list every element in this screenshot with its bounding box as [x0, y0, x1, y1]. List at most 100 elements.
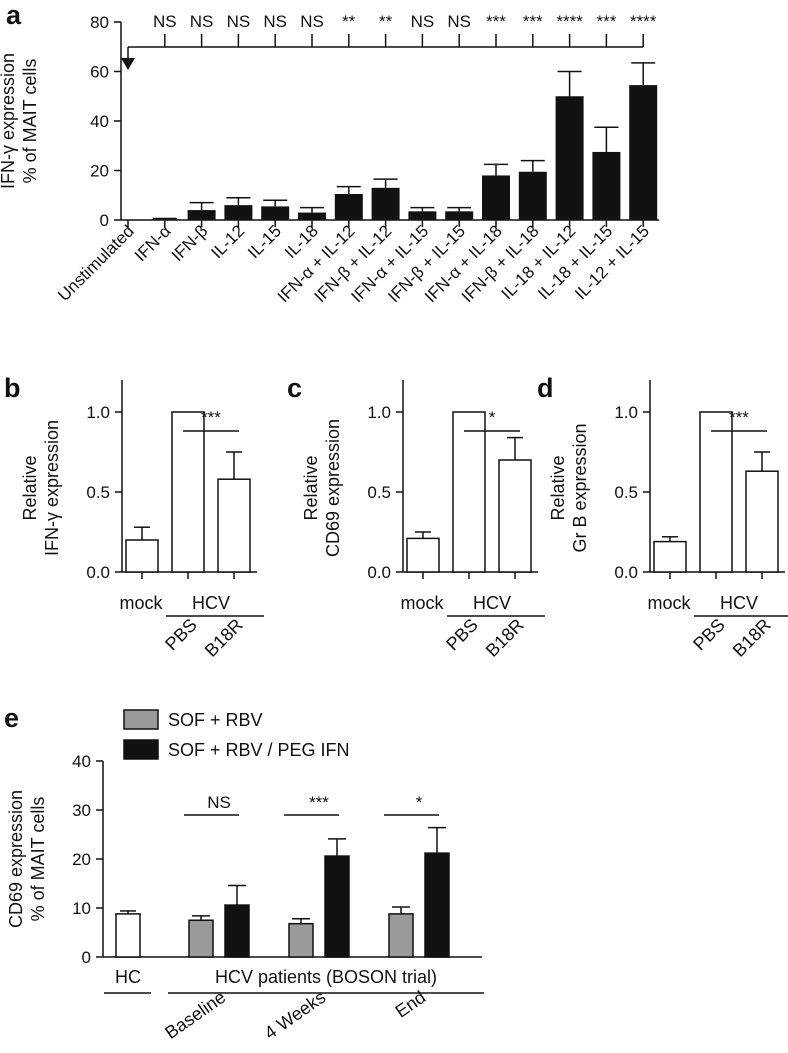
- panel-a-letter: a: [6, 0, 22, 30]
- panel-a-significance-label: ***: [596, 12, 616, 31]
- panel-e-letter: e: [4, 703, 19, 733]
- panel-c-y-label: Relative: [301, 455, 321, 520]
- panel-b-significance-label: ***: [201, 408, 221, 427]
- panel-a-significance-label: NS: [300, 12, 324, 31]
- panel-e-significance-label: *: [416, 793, 423, 812]
- panel-a-significance-label: NS: [190, 12, 214, 31]
- panel-a-y-tick-label: 0: [100, 211, 109, 230]
- panel-a-y-label: IFN-γ expression: [0, 53, 18, 189]
- panel-a-category-label: IFN-β: [168, 221, 212, 265]
- panel-e-y-label: CD69 expression: [6, 790, 26, 928]
- panel-e-legend-label: SOF + RBV: [168, 710, 263, 730]
- panel-d-y-label-2: Gr B expression: [570, 423, 590, 552]
- panel-e-patients-label: HCV patients (BOSON trial): [215, 967, 437, 987]
- panel-c-bar: [406, 537, 440, 573]
- panel-c-bar: [452, 411, 486, 573]
- panel-a-y-tick-label: 80: [90, 13, 109, 32]
- panel-d-category-label: mock: [647, 593, 691, 613]
- panel-e-bar: [388, 913, 414, 958]
- panel-e-bar: [424, 852, 450, 958]
- panel-e-y-tick-label: 40: [72, 752, 91, 771]
- panel-e-hc-label: HC: [115, 967, 141, 987]
- panel-e-bar: [188, 919, 214, 958]
- panel-a-bar: [518, 171, 547, 220]
- panel-a-significance-label: NS: [227, 12, 251, 31]
- panel-a-bar: [408, 211, 437, 220]
- panel-b-category-label: mock: [119, 593, 163, 613]
- panel-a-bar: [555, 96, 584, 220]
- panel-a-significance-label: ***: [523, 12, 543, 31]
- panel-d-bar: [745, 470, 779, 573]
- panel-d-y-label: Relative: [548, 455, 568, 520]
- panel-a-y-label-2: % of MAIT cells: [20, 59, 40, 184]
- panel-d-significance-label: ***: [729, 408, 749, 427]
- panel-a-bar: [629, 85, 658, 220]
- panel-c-y-tick-label: 1.0: [367, 403, 391, 422]
- panel-e-legend-label: SOF + RBV / PEG IFN: [168, 740, 350, 760]
- panel-b-y-tick-label: 1.0: [86, 403, 110, 422]
- panel-d-group-label: HCV: [720, 593, 758, 613]
- panel-e-bar: [324, 855, 350, 958]
- panel-a-bar: [150, 219, 179, 220]
- panel-e-y-tick-label: 0: [82, 948, 91, 967]
- panel-a-significance-label: NS: [263, 12, 287, 31]
- panel-a-y-tick-label: 60: [90, 63, 109, 82]
- panel-c-significance-label: *: [489, 408, 496, 427]
- panel-b-bar: [217, 478, 251, 573]
- panel-a-bar: [298, 212, 326, 220]
- panel-d-y-tick-label: 0.0: [614, 563, 638, 582]
- panel-a-category-label: IFN-α: [131, 221, 175, 265]
- panel-b-category-label: PBS: [161, 615, 201, 655]
- panel-e-legend-swatch: [123, 739, 159, 760]
- panel-e-legend-swatch: [123, 709, 159, 730]
- panel-a-y-tick-label: 20: [90, 162, 109, 181]
- panel-d-bar: [653, 540, 687, 573]
- panel-e-y-label-2: % of MAIT cells: [28, 797, 48, 922]
- panel-a-y-tick-label: 40: [90, 112, 109, 131]
- panel-d-y-tick-label: 1.0: [614, 403, 638, 422]
- panel-a-bar: [261, 206, 290, 220]
- panel-a-bar: [445, 211, 474, 220]
- panel-b-y-tick-label: 0.5: [86, 483, 110, 502]
- panel-c-group-label: HCV: [473, 593, 511, 613]
- panel-a-bar: [224, 205, 253, 220]
- panel-e-bar-hc: [115, 913, 141, 958]
- panel-c-category-label: mock: [400, 593, 444, 613]
- panel-b-y-label: Relative: [20, 455, 40, 520]
- panel-a-significance-label: ***: [486, 12, 506, 31]
- panel-e-bar: [224, 904, 250, 958]
- panel-b-y-tick-label: 0.0: [86, 563, 110, 582]
- panel-c-category-label: B18R: [482, 615, 528, 661]
- panel-d-category-label: PBS: [689, 615, 729, 655]
- panel-e-bar: [288, 922, 314, 958]
- panel-d-category-label: B18R: [729, 615, 775, 661]
- panel-e-timepoint-label: Baseline: [161, 987, 229, 1043]
- panel-a-bar: [334, 194, 363, 220]
- panel-a-bar: [592, 151, 621, 220]
- panel-c-y-label-2: CD69 expression: [323, 419, 343, 557]
- panel-a-category-label: IL-15: [244, 221, 285, 262]
- panel-a-category-label: Unstimulated: [54, 221, 138, 305]
- panel-a-significance-label: **: [379, 12, 393, 31]
- panel-e-timepoint-label: 4 Weeks: [261, 987, 330, 1043]
- panel-c-category-label: PBS: [442, 615, 482, 655]
- panel-a-significance-label: NS: [153, 12, 177, 31]
- panel-d-letter: d: [537, 373, 554, 403]
- panel-b-y-label-2: IFN-γ expression: [42, 420, 62, 556]
- panel-a-bar: [371, 187, 400, 220]
- panel-a-significance-label: NS: [411, 12, 435, 31]
- panel-a-significance-label: **: [342, 12, 356, 31]
- panel-e-y-tick-label: 10: [72, 899, 91, 918]
- panel-a-significance-label: ****: [556, 12, 583, 31]
- panel-b-category-label: B18R: [201, 615, 247, 661]
- panel-a-significance-label: ****: [630, 12, 657, 31]
- panel-b-letter: b: [4, 373, 21, 403]
- panel-c-letter: c: [287, 373, 302, 403]
- panel-e-y-tick-label: 20: [72, 850, 91, 869]
- panel-e-significance-label: ***: [309, 793, 329, 812]
- panel-e-y-tick-label: 30: [72, 801, 91, 820]
- panel-a-significance-label: NS: [447, 12, 471, 31]
- panel-b-bar: [125, 539, 159, 573]
- panel-b-group-label: HCV: [192, 593, 230, 613]
